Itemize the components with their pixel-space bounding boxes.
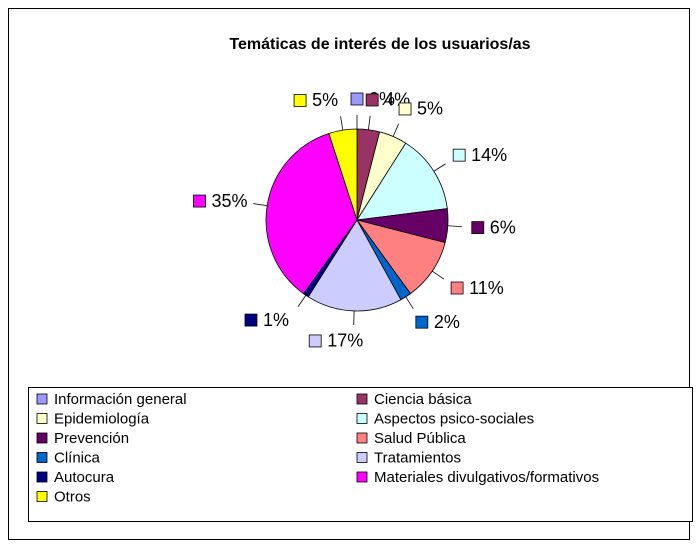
legend-label: Autocura <box>54 469 115 486</box>
leader-line <box>405 296 414 309</box>
data-label: 17% <box>327 331 363 351</box>
leader-line <box>253 203 268 207</box>
data-label: 1% <box>263 310 289 330</box>
label-swatch <box>365 93 379 107</box>
data-label: 6% <box>490 217 516 237</box>
label-swatch <box>398 102 412 116</box>
label-swatch <box>193 194 206 208</box>
label-swatch <box>415 315 429 329</box>
label-swatch <box>244 313 258 327</box>
legend-label: Información general <box>54 391 187 408</box>
legend-swatch <box>36 491 48 502</box>
label-swatch <box>350 92 364 106</box>
legend-swatch <box>36 413 48 424</box>
data-label: 14% <box>471 145 507 165</box>
label-swatch <box>308 334 322 348</box>
data-label: 11% <box>469 278 504 298</box>
data-label: 5% <box>312 90 338 110</box>
leader-line <box>297 295 307 308</box>
data-label: 5% <box>417 99 443 119</box>
legend-swatch <box>36 471 48 483</box>
legend-label: Ciencia básica <box>374 391 472 408</box>
legend-label: Prevención <box>54 430 129 447</box>
label-swatch <box>452 148 466 162</box>
leader-line <box>368 115 371 130</box>
chart-title: Temáticas de interés de los usuarios/as <box>229 36 530 53</box>
legend-label: Otros <box>54 488 91 505</box>
leader-line <box>392 123 400 137</box>
legend-swatch <box>356 393 368 405</box>
legend-swatch <box>36 393 48 405</box>
data-label: 35% <box>211 191 247 211</box>
leader-line <box>340 116 344 131</box>
legend-swatch <box>36 452 48 463</box>
legend-label: Epidemiología <box>54 410 150 427</box>
legend-swatch <box>356 432 368 444</box>
legend-label: Tratamientos <box>374 449 461 466</box>
leader-line <box>432 270 445 280</box>
legend-swatch <box>356 471 368 483</box>
pie-slice <box>307 219 402 312</box>
label-swatch <box>471 221 485 234</box>
leader-line <box>447 225 462 227</box>
data-label: 2% <box>434 312 460 332</box>
legend-label: Aspectos psico-sociales <box>374 410 534 427</box>
leader-line <box>433 163 446 172</box>
label-swatch <box>450 281 464 295</box>
legend-swatch <box>356 413 368 424</box>
legend-label: Clínica <box>54 449 101 466</box>
legend-swatch <box>356 452 368 463</box>
legend-swatch <box>36 432 48 444</box>
label-swatch <box>293 94 307 107</box>
legend-label: Salud Pública <box>374 430 466 447</box>
legend-label: Materiales divulgativos/formativos <box>374 469 599 486</box>
pie-slice <box>356 142 448 221</box>
